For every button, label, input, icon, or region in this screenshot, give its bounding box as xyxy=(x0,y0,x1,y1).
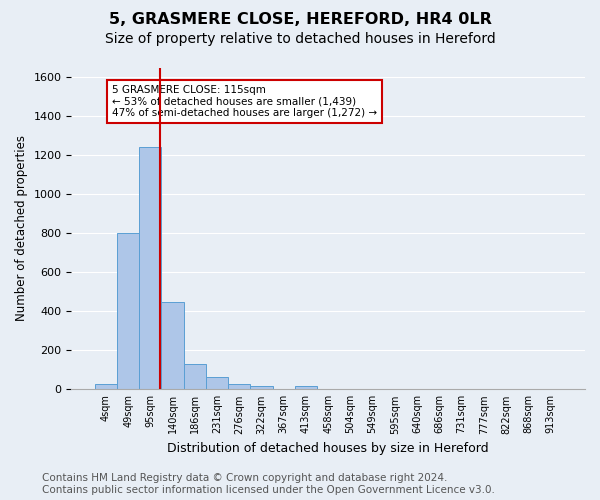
Bar xyxy=(250,386,272,390)
Text: 5, GRASMERE CLOSE, HEREFORD, HR4 0LR: 5, GRASMERE CLOSE, HEREFORD, HR4 0LR xyxy=(109,12,491,28)
Text: Contains HM Land Registry data © Crown copyright and database right 2024.
Contai: Contains HM Land Registry data © Crown c… xyxy=(42,474,495,495)
Bar xyxy=(228,384,250,390)
Bar xyxy=(206,376,228,390)
Bar xyxy=(184,364,206,390)
X-axis label: Distribution of detached houses by size in Hereford: Distribution of detached houses by size … xyxy=(167,442,489,455)
Text: 5 GRASMERE CLOSE: 115sqm
← 53% of detached houses are smaller (1,439)
47% of sem: 5 GRASMERE CLOSE: 115sqm ← 53% of detach… xyxy=(112,85,377,118)
Bar xyxy=(161,302,184,390)
Bar xyxy=(139,148,161,390)
Bar xyxy=(295,386,317,390)
Text: Size of property relative to detached houses in Hereford: Size of property relative to detached ho… xyxy=(104,32,496,46)
Y-axis label: Number of detached properties: Number of detached properties xyxy=(15,136,28,322)
Bar xyxy=(117,234,139,390)
Bar xyxy=(95,384,117,390)
